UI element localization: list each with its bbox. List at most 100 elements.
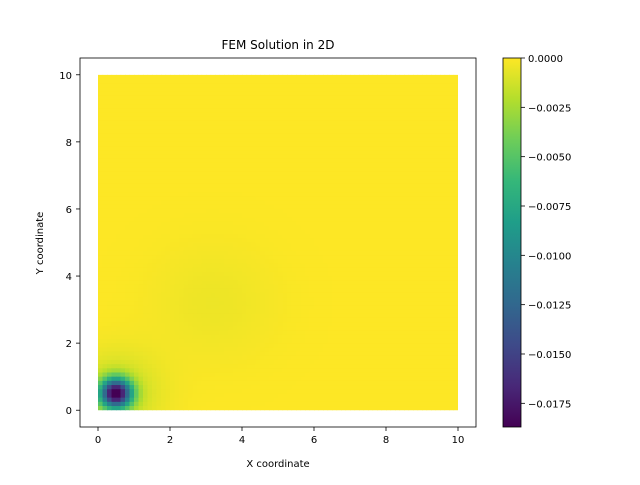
heatmap-cell [233,162,239,168]
heatmap-cell [219,250,225,256]
heatmap-cell [215,238,221,244]
heatmap-cell [125,104,131,109]
heatmap-cell [206,330,212,336]
heatmap-cell [408,179,414,185]
heatmap-cell [399,267,405,273]
heatmap-cell [408,108,414,114]
heatmap-cell [206,297,212,302]
heatmap-cell [300,179,306,185]
heatmap-cell [152,246,158,252]
heatmap-cell [188,313,194,319]
heatmap-cell [332,259,338,265]
heatmap-cell [179,171,185,177]
heatmap-cell [386,288,392,294]
heatmap-cell [390,246,396,252]
heatmap-cell [219,334,225,340]
heatmap-cell [296,317,302,323]
heatmap-cell [111,326,117,332]
heatmap-cell [260,221,266,227]
heatmap-cell [152,129,158,135]
heatmap-cell [444,280,450,286]
heatmap-cell [111,200,117,206]
heatmap-cell [363,276,369,281]
heatmap-cell [242,162,248,168]
heatmap-cell [323,322,329,327]
heatmap-cell [444,250,450,256]
heatmap-cell [107,317,113,323]
heatmap-cell [300,141,306,147]
heatmap-cell [350,187,356,193]
heatmap-cell [246,91,252,97]
heatmap-cell [219,288,225,294]
heatmap-cell [192,301,198,306]
heatmap-cell [444,225,450,231]
heatmap-cell [264,271,270,277]
heatmap-cell [395,120,401,126]
heatmap-cell [300,225,306,231]
heatmap-cell [381,187,387,193]
heatmap-cell [138,187,144,193]
heatmap-cell [152,259,158,265]
heatmap-cell [296,192,302,197]
heatmap-cell [269,91,275,97]
heatmap-cell [174,167,180,172]
heatmap-cell [377,120,383,126]
heatmap-cell [350,74,356,80]
heatmap-cell [440,108,446,114]
heatmap-cell [98,305,104,311]
heatmap-cell [300,175,306,181]
heatmap-cell [156,276,162,281]
heatmap-cell [116,204,122,210]
heatmap-cell [111,99,117,105]
heatmap-cell [305,317,311,323]
heatmap-cell [291,200,297,206]
heatmap-cell [327,200,333,206]
heatmap-cell [143,95,149,101]
heatmap-cell [143,175,149,181]
heatmap-cell [102,125,108,130]
heatmap-cell [183,313,189,319]
heatmap-cell [300,108,306,114]
heatmap-cell [278,175,284,181]
heatmap-cell [269,246,275,252]
heatmap-cell [363,183,369,189]
heatmap-cell [323,87,329,93]
heatmap-cell [273,91,279,97]
heatmap-cell [404,146,410,151]
heatmap-cell [219,267,225,273]
heatmap-cell [345,192,351,197]
heatmap-cell [255,187,261,193]
heatmap-cell [332,104,338,109]
heatmap-cell [314,213,320,218]
heatmap-cell [287,229,293,235]
heatmap-cell [377,167,383,172]
heatmap-cell [273,271,279,277]
heatmap-cell [228,313,234,319]
heatmap-cell [372,91,378,97]
heatmap-cell [336,242,342,248]
heatmap-cell [242,91,248,97]
heatmap-cell [278,200,284,206]
heatmap-cell [165,129,171,135]
heatmap-cell [453,87,458,93]
heatmap-cell [413,246,419,252]
heatmap-cell [309,95,315,101]
heatmap-cell [246,154,252,160]
heatmap-cell [422,208,428,214]
heatmap-cell [233,259,239,265]
heatmap-cell [237,104,243,109]
heatmap-cell [174,74,180,80]
heatmap-cell [197,317,203,323]
heatmap-cell [444,154,450,160]
heatmap-cell [125,167,131,172]
heatmap-cell [341,292,347,298]
heatmap-cell [233,87,239,93]
heatmap-cell [314,74,320,80]
heatmap-cell [147,192,153,197]
heatmap-cell [395,200,401,206]
heatmap-cell [404,238,410,244]
heatmap-cell [107,229,113,235]
heatmap-cell [390,225,396,231]
heatmap-cell [111,271,117,277]
heatmap-cell [359,317,365,323]
